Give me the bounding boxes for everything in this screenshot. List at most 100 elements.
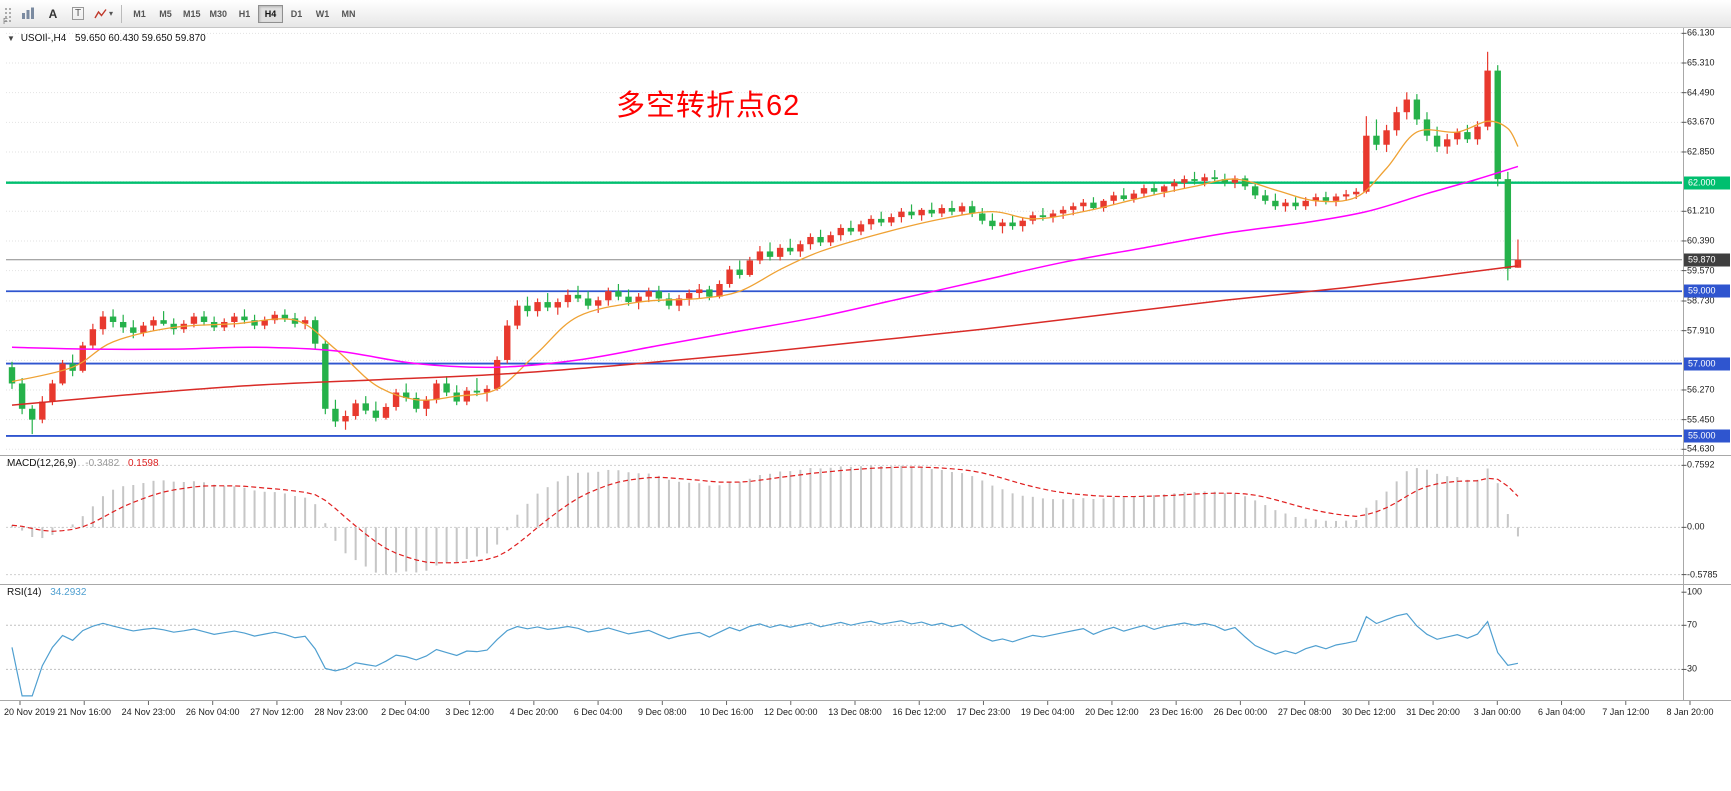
- candle-body: [1443, 139, 1451, 147]
- candle-body: [989, 220, 996, 227]
- candle-body: [1100, 200, 1107, 209]
- candle-body: [352, 403, 359, 417]
- candle-body: [241, 316, 248, 321]
- candle-body: [231, 316, 238, 322]
- timeframe-h4-button[interactable]: H4: [258, 4, 284, 23]
- candle-body: [1312, 197, 1320, 201]
- candle-body: [119, 321, 127, 328]
- candle-body: [1353, 191, 1360, 195]
- candle-body: [1272, 200, 1279, 207]
- candle-body: [615, 291, 622, 297]
- candle-body: [544, 302, 551, 308]
- candle-body: [706, 289, 713, 297]
- chart-bars-icon: [22, 7, 34, 19]
- timeframe-h1-button[interactable]: H1: [232, 5, 257, 23]
- zigzag-indicator-icon: [94, 8, 107, 18]
- candle-body: [1514, 259, 1522, 268]
- candle-body: [1029, 215, 1037, 221]
- candle-body: [1049, 213, 1057, 218]
- candle-body: [1403, 99, 1410, 113]
- candle-body: [1363, 135, 1370, 192]
- toolbar-f-label: F: [3, 17, 8, 26]
- candle-body: [1080, 202, 1087, 207]
- chart-bars-button[interactable]: [16, 3, 40, 25]
- ma-slow-line: [11, 265, 1519, 406]
- candle-body: [1484, 70, 1491, 127]
- candle-body: [1433, 135, 1441, 147]
- candle-body: [1373, 135, 1380, 145]
- candle-body: [362, 403, 369, 411]
- candle-body: [342, 416, 349, 422]
- candle-body: [1059, 209, 1067, 214]
- candle-body: [1504, 179, 1512, 269]
- candle-body: [888, 217, 895, 223]
- timeframe-w1-button[interactable]: W1: [310, 5, 335, 23]
- candle-body: [453, 392, 460, 402]
- candle-body: [443, 383, 450, 393]
- candle-body: [1090, 202, 1097, 209]
- candle-body: [251, 320, 258, 326]
- candle-body: [18, 383, 26, 409]
- text-label-a-icon: A: [48, 6, 58, 21]
- candle-body: [301, 320, 309, 324]
- candle-body: [473, 390, 481, 393]
- candle-body: [8, 367, 16, 384]
- text-tool-button[interactable]: T: [66, 3, 90, 25]
- candle-body: [332, 408, 339, 422]
- candle-body: [160, 320, 167, 324]
- candle-body: [878, 218, 885, 223]
- candle-body: [1454, 132, 1461, 140]
- candle-body: [413, 397, 420, 409]
- candle-body: [665, 298, 673, 306]
- timeframe-d1-button[interactable]: D1: [284, 5, 309, 23]
- candle-body: [595, 300, 602, 306]
- candle-body: [99, 316, 107, 330]
- text-label-button[interactable]: A: [41, 3, 65, 25]
- candle-body: [1474, 126, 1481, 140]
- candle-body: [504, 325, 511, 360]
- timeframe-m1-button[interactable]: M1: [127, 5, 152, 23]
- candle-body: [1383, 130, 1390, 145]
- timeframe-m5-button[interactable]: M5: [153, 5, 178, 23]
- candle-body: [1191, 179, 1198, 181]
- toolbar-drag-handle[interactable]: [3, 5, 11, 22]
- candle-body: [605, 291, 612, 301]
- candle-body: [1342, 194, 1350, 197]
- candle-body: [1282, 202, 1289, 207]
- candle-body: [372, 410, 380, 418]
- candle-body: [584, 298, 592, 306]
- candle-body: [898, 211, 905, 218]
- ma-fast-line: [11, 120, 1519, 401]
- candle-body: [564, 294, 572, 303]
- candle-body: [130, 327, 137, 333]
- candle-body: [979, 213, 986, 221]
- candle-body: [190, 316, 198, 324]
- candle-body: [756, 251, 764, 261]
- candle-body: [716, 284, 723, 297]
- timeframe-m15-button[interactable]: M15: [179, 5, 205, 23]
- candle-body: [1302, 200, 1309, 207]
- candle-body: [554, 302, 561, 308]
- timeframe-mn-button[interactable]: MN: [336, 5, 361, 23]
- candle-body: [514, 305, 521, 326]
- candle-body: [807, 236, 814, 245]
- candle-body: [867, 218, 875, 225]
- toolbar-separator: [121, 4, 123, 23]
- candle-body: [39, 401, 46, 420]
- macd-signal-line: [11, 466, 1519, 564]
- candle-body: [322, 343, 329, 409]
- candle-body: [726, 269, 733, 284]
- indicator-dropdown-button[interactable]: ▾: [91, 3, 116, 25]
- candle-body: [89, 329, 97, 346]
- candle-body: [968, 206, 976, 214]
- timeframe-m30-button[interactable]: M30: [206, 5, 232, 23]
- candle-body: [817, 236, 824, 243]
- candle-body: [1181, 179, 1188, 183]
- candle-body: [625, 296, 632, 303]
- candle-body: [746, 260, 754, 275]
- candle-body: [79, 345, 86, 371]
- candle-body: [150, 320, 157, 326]
- candle-body: [109, 316, 117, 322]
